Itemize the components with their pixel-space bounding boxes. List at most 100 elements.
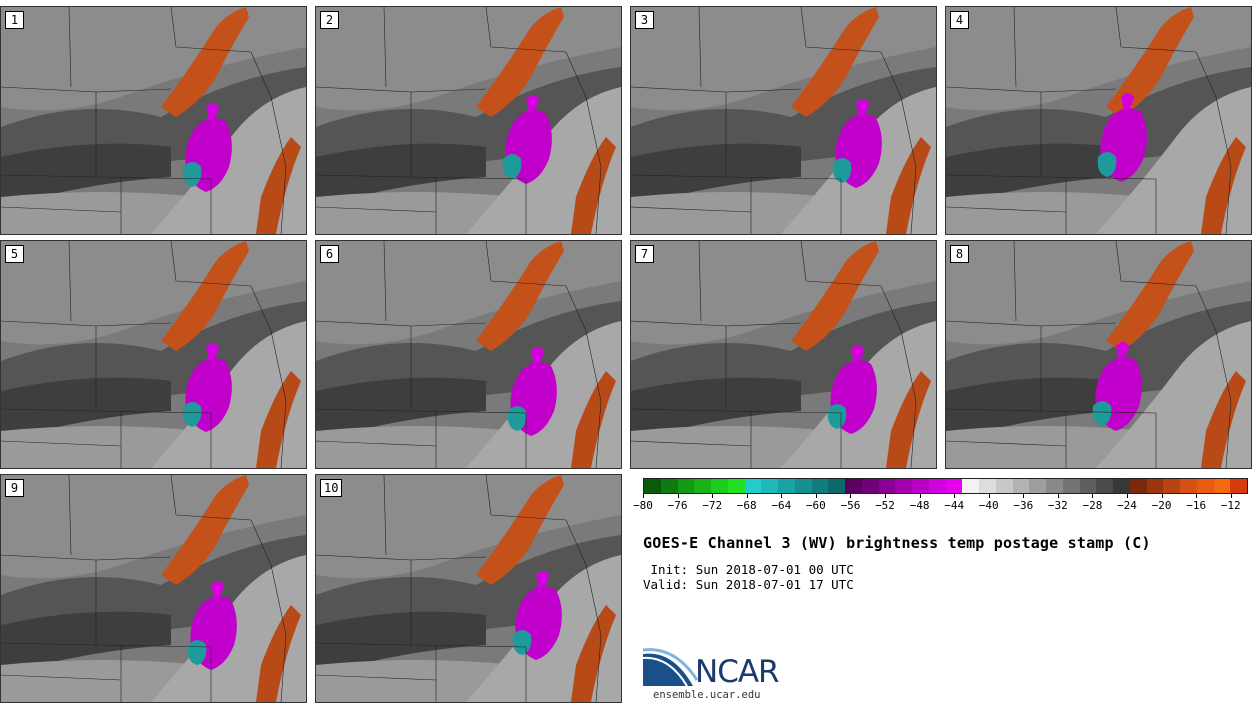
water-vapor-map — [316, 7, 621, 234]
colorbar-tick-label: −32 — [1047, 499, 1068, 512]
colorbar-swatch — [727, 479, 745, 493]
colorbar-tick-label: −52 — [875, 499, 895, 512]
panel-number: 9 — [5, 479, 24, 497]
colorbar-tick — [850, 494, 852, 498]
water-vapor-map — [946, 241, 1251, 468]
panel-number: 5 — [5, 245, 24, 263]
water-vapor-map — [631, 7, 936, 234]
colorbar-swatch — [828, 479, 845, 493]
colorbar-swatch — [644, 479, 661, 493]
colorbar-tick-label: −40 — [978, 499, 999, 512]
panel-number: 3 — [635, 11, 654, 29]
colorbar-swatch — [1163, 479, 1180, 493]
postage-stamp-panel-1: 1 — [0, 6, 307, 235]
colorbar-tick-label: −60 — [805, 499, 826, 512]
colorbar-swatch — [861, 479, 879, 493]
colorbar-swatch — [677, 479, 695, 493]
colorbar-tick — [954, 494, 956, 498]
colorbar-tick — [885, 494, 886, 498]
panel-number: 7 — [635, 245, 654, 263]
valid-time: Sun 2018-07-01 17 UTC — [695, 577, 854, 592]
colorbar-swatch — [979, 479, 996, 493]
colorbar-swatch — [794, 479, 812, 493]
panel-number: 10 — [320, 479, 343, 497]
colorbar-tick-label: −44 — [944, 499, 965, 512]
colorbar-swatch — [1029, 479, 1046, 493]
colorbar-swatch — [1012, 479, 1030, 493]
water-vapor-map — [316, 241, 621, 468]
colorbar-tick — [1196, 494, 1198, 498]
colorbar-tick — [712, 494, 714, 498]
postage-stamp-panel-7: 7 — [630, 240, 937, 469]
colorbar-tick-label: −80 — [633, 499, 653, 512]
colorbar-swatch — [744, 479, 762, 493]
colorbar-swatch — [778, 479, 795, 493]
colorbar-swatch — [694, 479, 711, 493]
colorbar-swatch — [895, 479, 912, 493]
postage-stamp-panel-5: 5 — [0, 240, 307, 469]
colorbar-swatch — [845, 479, 862, 493]
panel-number: 4 — [950, 11, 969, 29]
colorbar — [643, 478, 1248, 494]
colorbar-swatch — [1096, 479, 1113, 493]
water-vapor-map — [316, 475, 621, 702]
panel-number: 1 — [5, 11, 24, 29]
colorbar-swatch — [660, 479, 678, 493]
water-vapor-map — [946, 7, 1251, 234]
init-time: Sun 2018-07-01 00 UTC — [695, 562, 854, 577]
postage-stamp-panel-4: 4 — [945, 6, 1252, 235]
colorbar-swatch — [995, 479, 1013, 493]
panel-number: 2 — [320, 11, 339, 29]
water-vapor-map — [1, 475, 306, 702]
postage-stamp-panel-2: 2 — [315, 6, 622, 235]
colorbar-tick — [815, 494, 817, 498]
postage-stamp-panel-9: 9 — [0, 474, 307, 703]
colorbar-tick-label: −72 — [702, 499, 723, 512]
colorbar-swatch — [1146, 479, 1164, 493]
colorbar-swatch — [711, 479, 728, 493]
colorbar-tick-label: −76 — [667, 499, 688, 512]
init-time-line: Init: Sun 2018-07-01 00 UTC — [643, 562, 854, 577]
colorbar-tick-label: −20 — [1151, 499, 1172, 512]
colorbar-swatch — [1180, 479, 1197, 493]
colorbar-tick — [1057, 494, 1059, 498]
colorbar-swatch — [811, 479, 829, 493]
water-vapor-map — [1, 241, 306, 468]
colorbar-tick — [1092, 494, 1094, 498]
colorbar-tick — [781, 494, 783, 498]
colorbar-tick-label: −12 — [1220, 499, 1241, 512]
ncar-logo-icon — [643, 648, 699, 687]
colorbar-swatch — [761, 479, 778, 493]
init-label: Init: — [650, 562, 689, 577]
colorbar-swatch — [1046, 479, 1063, 493]
valid-label: Valid: — [643, 577, 689, 592]
valid-time-line: Valid: Sun 2018-07-01 17 UTC — [643, 577, 854, 592]
colorbar-swatch — [1079, 479, 1097, 493]
colorbar-tick — [988, 494, 990, 498]
colorbar-swatch — [1213, 479, 1231, 493]
colorbar-tick-label: −56 — [840, 499, 861, 512]
postage-stamp-panel-8: 8 — [945, 240, 1252, 469]
colorbar-tick-label: −48 — [909, 499, 930, 512]
water-vapor-map — [631, 241, 936, 468]
colorbar-swatch — [878, 479, 896, 493]
colorbar-swatch — [945, 479, 963, 493]
colorbar-tick-label: −16 — [1186, 499, 1207, 512]
colorbar-tick — [1230, 494, 1232, 498]
colorbar-tick-label: −68 — [736, 499, 757, 512]
colorbar-tick-label: −24 — [1117, 499, 1137, 512]
colorbar-tick — [677, 494, 679, 498]
colorbar-tick — [1127, 494, 1128, 498]
colorbar-swatch — [1129, 479, 1147, 493]
colorbar-tick-label: −64 — [771, 499, 792, 512]
colorbar-tick — [1161, 494, 1163, 498]
panel-number: 8 — [950, 245, 969, 263]
logo-url: ensemble.ucar.edu — [653, 689, 761, 701]
postage-stamp-panel-3: 3 — [630, 6, 937, 235]
colorbar-tick — [746, 494, 748, 498]
colorbar-swatch — [912, 479, 929, 493]
colorbar-tick — [1023, 494, 1025, 498]
postage-stamp-panel-10: 10 — [315, 474, 622, 703]
figure-title: GOES-E Channel 3 (WV) brightness temp po… — [643, 534, 1151, 552]
colorbar-swatch — [1230, 479, 1247, 493]
